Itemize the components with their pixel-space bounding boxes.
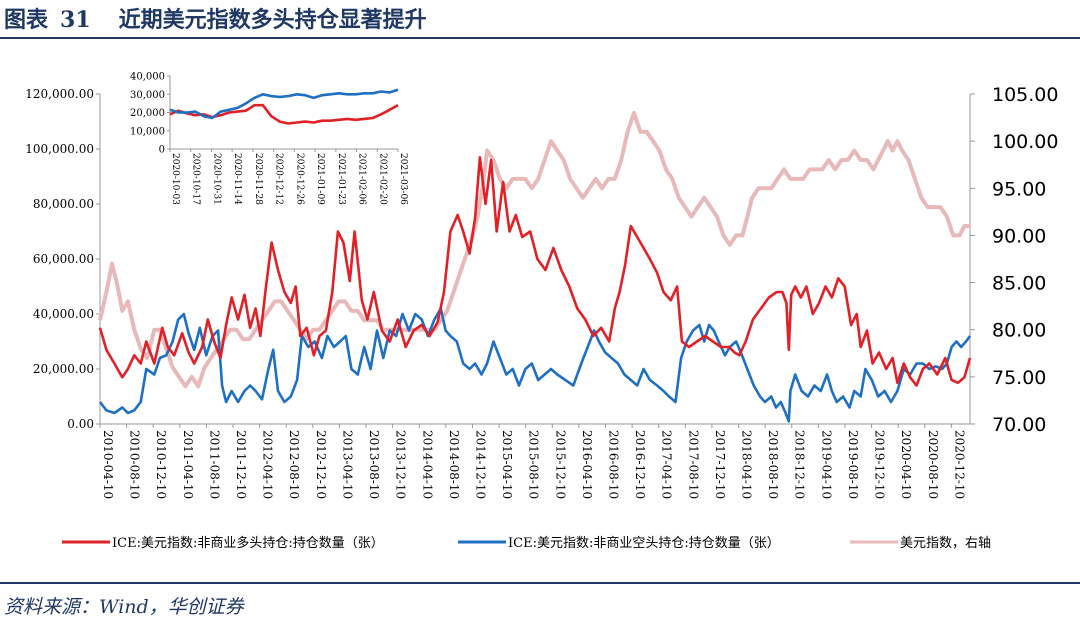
inset-x-tick-label: 2021-01-09 (315, 153, 325, 205)
x-tick-label: 2011-12-10 (234, 430, 248, 499)
right-tick-label: 75.00 (992, 367, 1046, 389)
inset-y-tick-label: 30,000 (130, 90, 165, 101)
inset-x-tick-label: 2020-10-17 (191, 153, 201, 205)
inset-x-tick-label: 2021-03-06 (398, 153, 408, 205)
figure-title: 图表 31 近期美元指数多头持仓显著提升 (4, 2, 427, 36)
legend-label-2: 美元指数，右轴 (900, 536, 991, 551)
inset-x-tick-label: 2020-10-03 (170, 153, 180, 205)
x-tick-label: 2016-08-10 (607, 430, 621, 499)
left-tick-label: 120,000.00 (25, 87, 94, 101)
inset-series-line-0 (169, 103, 399, 125)
x-tick-label: 2019-04-10 (819, 430, 833, 499)
x-tick-label: 2015-12-10 (553, 430, 567, 499)
source-note: 资料来源：Wind，华创证券 (4, 596, 244, 618)
x-tick-label: 2012-12-10 (314, 430, 328, 499)
x-tick-label: 2020-08-10 (926, 430, 940, 499)
left-tick-label: 0.00 (67, 417, 94, 431)
x-tick-label: 2010-08-10 (128, 430, 142, 499)
right-tick-label: 70.00 (992, 414, 1046, 436)
x-tick-label: 2017-12-10 (713, 430, 727, 499)
legend-label-1: ICE:美元指数:非商业空头持仓:持仓数量（张） (508, 536, 780, 551)
x-tick-label: 2017-04-10 (660, 430, 674, 499)
x-tick-label: 2018-08-10 (766, 430, 780, 499)
inset-x-tick-label: 2021-02-06 (357, 153, 367, 205)
x-tick-label: 2018-04-10 (740, 430, 754, 499)
right-tick-label: 95.00 (992, 178, 1046, 200)
inset-y-tick-label: 0 (159, 145, 165, 156)
x-tick-label: 2016-04-10 (580, 430, 594, 499)
x-tick-label: 2012-04-10 (261, 430, 275, 499)
x-tick-label: 2020-12-10 (952, 430, 966, 499)
right-tick-label: 105.00 (992, 84, 1058, 106)
figure-label: 图表 (4, 7, 49, 33)
inset-series-line-1 (169, 88, 399, 120)
figure-title-text: 近期美元指数多头持仓显著提升 (118, 7, 427, 33)
inset-plot: 0 10,000 20,000 30,000 40,000 2020-10-03 2020-… (130, 72, 408, 206)
right-tick-label: 100.00 (992, 131, 1058, 153)
x-tick-label: 2014-12-10 (473, 430, 487, 499)
inset-x-tick-label: 2020-11-14 (232, 153, 242, 205)
x-tick-label: 2013-12-10 (394, 430, 408, 499)
x-tick-label: 2011-04-10 (181, 430, 195, 499)
x-tick-label: 2020-04-10 (899, 430, 913, 499)
figure-number: 31 (60, 7, 91, 33)
x-tick-label: 2010-12-10 (154, 430, 168, 499)
x-tick-label: 2015-04-10 (500, 430, 514, 499)
x-tick-label: 2011-08-10 (207, 430, 221, 499)
title-rule (0, 37, 1080, 39)
x-tick-label: 2018-12-10 (793, 430, 807, 499)
left-tick-label: 80,000.00 (33, 197, 94, 211)
series-line-2 (98, 110, 970, 389)
main-plot: 0.00 20,000.00 40,000.00 60,000.00 80,000.00… (25, 84, 1058, 499)
inset-x-tick-label: 2020-11-28 (253, 153, 263, 205)
inset-x-tick-label: 2021-01-23 (336, 153, 346, 205)
inset-y-tick-label: 10,000 (130, 126, 165, 137)
x-tick-label: 2019-12-10 (873, 430, 887, 499)
x-tick-label: 2015-08-10 (527, 430, 541, 499)
inset-x-tick-label: 2020-12-26 (294, 153, 304, 205)
source-rule (0, 582, 1080, 584)
right-tick-label: 85.00 (992, 273, 1046, 295)
series-line-0 (98, 156, 972, 387)
x-tick-label: 2014-04-10 (420, 430, 434, 499)
x-tick-label: 2013-08-10 (367, 430, 381, 499)
x-tick-label: 2017-08-10 (686, 430, 700, 499)
inset-y-tick-label: 20,000 (130, 108, 165, 119)
series-line-1 (98, 307, 972, 423)
chart-canvas: 0.00 20,000.00 40,000.00 60,000.00 80,000.00… (25, 72, 1058, 552)
inset-x-tick-label: 2020-10-31 (211, 153, 221, 205)
left-tick-label: 40,000.00 (33, 307, 94, 321)
x-tick-label: 2014-08-10 (447, 430, 461, 499)
x-tick-label: 2019-08-10 (846, 430, 860, 499)
right-tick-label: 80.00 (992, 320, 1046, 342)
chart-legend: ICE:美元指数:非商业多头持仓:持仓数量（张） ICE:美元指数:非商业空头持仓… (62, 535, 991, 551)
x-tick-label: 2016-12-10 (633, 430, 647, 499)
legend-label-0: ICE:美元指数:非商业多头持仓:持仓数量（张） (112, 535, 384, 551)
x-tick-label: 2013-04-10 (340, 430, 354, 499)
x-tick-label: 2010-04-10 (101, 430, 115, 499)
left-tick-label: 100,000.00 (25, 142, 94, 156)
right-tick-label: 90.00 (992, 225, 1046, 247)
left-tick-label: 60,000.00 (33, 252, 94, 266)
inset-x-tick-label: 2020-12-12 (274, 153, 284, 205)
inset-y-tick-label: 40,000 (130, 72, 165, 83)
left-tick-label: 20,000.00 (33, 362, 94, 376)
x-tick-label: 2012-08-10 (287, 430, 301, 499)
inset-x-tick-label: 2021-02-20 (377, 153, 387, 205)
